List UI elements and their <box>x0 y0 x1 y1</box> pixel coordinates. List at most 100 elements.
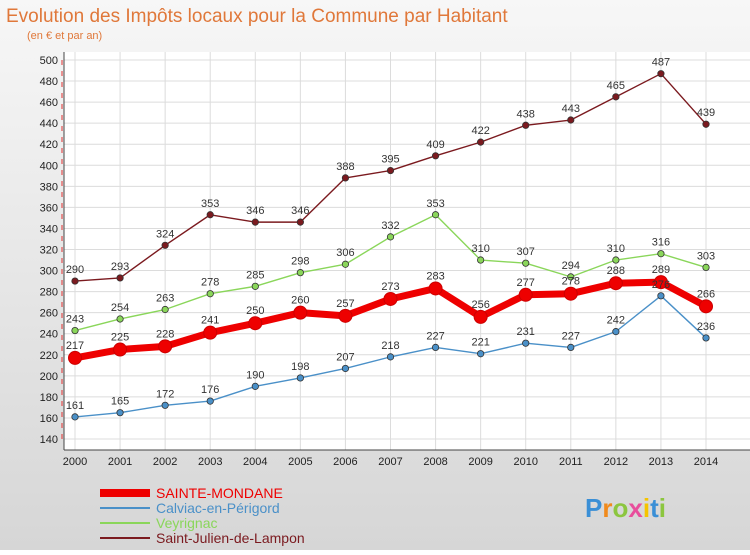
data-point <box>206 397 214 405</box>
data-point <box>161 241 169 249</box>
data-point <box>296 374 304 382</box>
brand-letter: x <box>628 493 643 523</box>
data-label: 294 <box>562 260 580 272</box>
data-label: 278 <box>562 276 580 288</box>
data-label: 273 <box>381 281 399 293</box>
data-point <box>653 275 668 290</box>
data-label: 409 <box>426 139 444 151</box>
data-label: 243 <box>66 314 84 326</box>
data-label: 236 <box>697 321 715 333</box>
data-point <box>386 353 395 361</box>
y-tick-label: 480 <box>40 76 58 88</box>
chart-title: Evolution des Impôts locaux pour la Comm… <box>6 6 508 27</box>
data-label: 198 <box>291 361 309 373</box>
y-tick-label: 200 <box>40 371 58 383</box>
data-label: 306 <box>336 247 354 259</box>
data-label: 257 <box>336 298 354 310</box>
data-point <box>383 291 398 306</box>
data-point <box>293 305 308 320</box>
data-point <box>341 260 350 268</box>
data-point <box>612 256 620 264</box>
x-tick-label: 2009 <box>468 456 492 468</box>
data-point <box>428 281 443 296</box>
data-label: 207 <box>336 351 354 363</box>
data-point <box>68 350 82 365</box>
chart-subtitle: (en € et par an) <box>27 30 102 42</box>
data-label: 388 <box>336 161 354 173</box>
data-point <box>71 413 79 421</box>
data-label: 332 <box>381 220 399 232</box>
data-label: 316 <box>652 237 670 249</box>
data-point <box>563 286 578 301</box>
y-tick-label: 340 <box>40 223 58 235</box>
data-point <box>657 70 665 78</box>
data-label: 346 <box>246 205 264 217</box>
data-label: 276 <box>652 279 670 291</box>
brand-letter: i <box>643 493 650 523</box>
data-label: 190 <box>246 369 264 381</box>
data-label: 290 <box>66 264 84 276</box>
legend-label: Veyrignac <box>156 515 217 531</box>
data-label: 241 <box>201 315 219 327</box>
x-tick-label: 2011 <box>559 456 583 468</box>
data-label: 217 <box>66 340 84 352</box>
axis-layer: 140 160 180 200 220 240 260 280 300 320 340 360 380 4… <box>40 52 750 468</box>
x-tick-label: 2003 <box>198 456 222 468</box>
data-point <box>431 343 440 352</box>
data-label: 227 <box>562 330 580 342</box>
x-tick-label: 2000 <box>63 456 87 468</box>
data-point <box>473 309 488 324</box>
data-label: 260 <box>291 295 309 307</box>
data-point <box>338 308 353 323</box>
data-point <box>612 328 620 336</box>
x-tick-label: 2001 <box>108 456 132 468</box>
data-label: 283 <box>426 270 444 282</box>
x-tick-label: 2002 <box>153 456 177 468</box>
data-point <box>206 290 214 298</box>
y-tick-label: 360 <box>40 202 58 214</box>
data-point <box>567 343 575 352</box>
data-point <box>522 339 530 347</box>
series-calviac-en-p-rigord <box>71 292 710 421</box>
data-point <box>522 259 530 267</box>
data-label: 310 <box>471 243 489 255</box>
data-label: 395 <box>381 154 399 166</box>
y-tick-label: 400 <box>40 160 58 172</box>
data-point <box>251 382 259 390</box>
data-label: 439 <box>697 107 715 119</box>
data-label: 422 <box>471 125 489 137</box>
data-label: 176 <box>201 384 219 396</box>
x-tick-label: 2012 <box>604 456 628 468</box>
legend-label: Calviac-en-Périgord <box>156 500 280 516</box>
data-label: 307 <box>517 246 535 258</box>
data-label: 487 <box>652 57 670 69</box>
data-point <box>477 256 485 264</box>
data-point <box>71 326 79 335</box>
data-point <box>477 350 485 358</box>
legend: SAINTE-MONDANECalviac-en-PérigordVeyrign… <box>100 485 305 546</box>
series-layer <box>68 70 713 421</box>
x-tick-label: 2004 <box>243 456 267 468</box>
data-point <box>206 211 214 219</box>
data-point <box>567 273 575 281</box>
y-tick-label: 320 <box>40 245 58 257</box>
y-tick-label: 300 <box>40 266 58 278</box>
data-point <box>431 211 440 219</box>
x-tick-label: 2013 <box>649 456 673 468</box>
brand-letter: o <box>612 493 628 523</box>
legend-label: Saint-Julien-de-Lampon <box>156 530 305 546</box>
x-tick-label: 2014 <box>694 456 718 468</box>
y-tick-label: 280 <box>40 287 58 299</box>
data-point <box>518 287 533 302</box>
data-point <box>116 274 124 282</box>
data-point <box>702 334 710 342</box>
data-label: 161 <box>66 400 84 412</box>
data-label: 254 <box>111 302 129 314</box>
data-point <box>699 299 713 314</box>
data-point <box>116 409 124 417</box>
brand-letter: r <box>602 493 612 523</box>
data-label-layer: 290 293 324 353 346 346 388 395 409 422 438 443 465 4… <box>66 57 715 412</box>
data-label: 256 <box>471 299 489 311</box>
data-label: 324 <box>156 228 174 240</box>
